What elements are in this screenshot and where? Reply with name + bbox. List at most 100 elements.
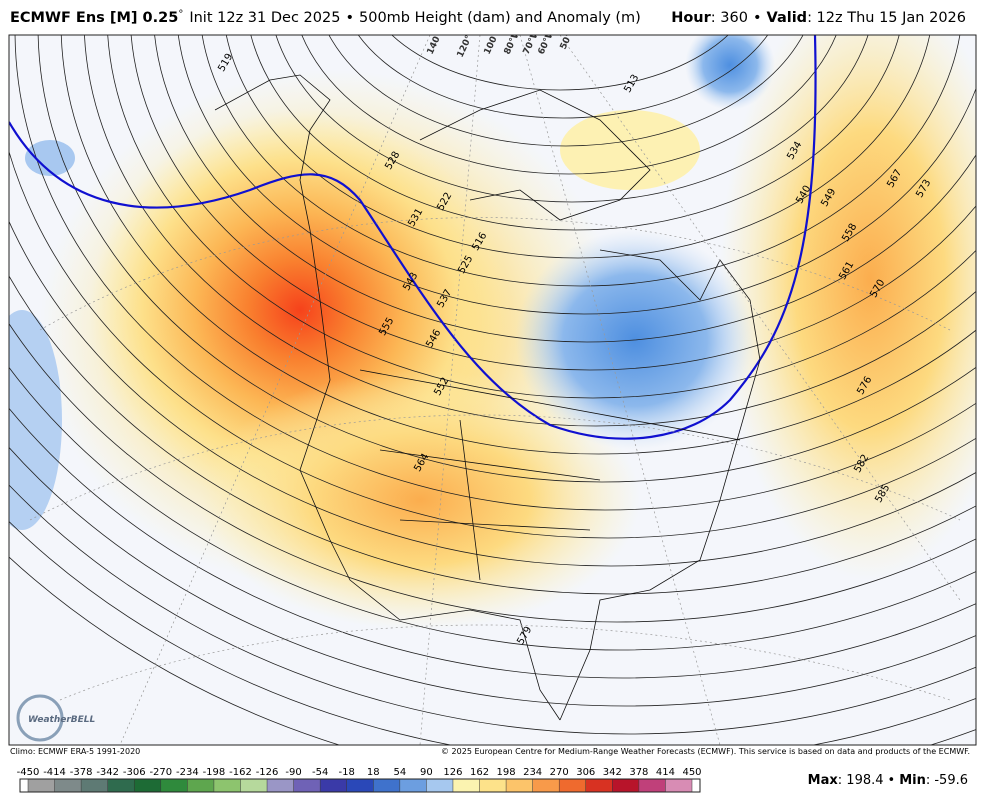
colorbar-tick-label: 54 [393,767,406,778]
colorbar-swatch [506,779,533,792]
contour-line [201,35,961,287]
hour: : 360 [711,10,748,26]
colorbar-tick-label: -450 [17,767,40,778]
contour-line [9,484,976,735]
colon: : [926,773,935,788]
anomaly-cold [9,310,62,530]
colorbar-tick-label: 342 [603,767,622,778]
colorbar-tick-label: -270 [149,767,172,778]
colorbar-swatch [240,779,268,792]
colorbar-tick-label: 90 [420,767,433,778]
colorbar: -450 -414 -378 -342 -306 -270 -234 -198 -162 -126… [17,767,702,793]
colorbar-tick-label: 378 [629,767,648,778]
contour-line [60,35,976,455]
colorbar-tick-label: -234 [176,767,199,778]
colorbar-tick-label: 306 [576,767,595,778]
colorbar-tick-label: 414 [656,767,675,778]
colorbar-swatch [54,779,82,792]
contour-line [107,35,976,399]
contour-line [130,35,976,371]
colorbar-swatch [638,779,666,792]
contour-line [84,35,976,427]
colorbar-swatch [160,779,188,792]
colorbar-swatch [452,779,480,792]
colorbar-tick-label: -90 [285,767,301,778]
colorbar-swatch [213,779,241,792]
max: 198.4 [846,773,883,788]
colorbar-swatch [426,779,453,792]
separator: • [345,10,354,26]
colorbar-tick-label: 198 [497,767,516,778]
colorbar-swatch [134,779,161,792]
degree: ° [178,9,183,20]
min-label: Min [899,773,926,788]
contour-line [301,35,837,175]
logo: WeatherBELL [16,694,96,742]
separator: • [753,10,762,26]
anomaly-warm [720,35,976,580]
colorbar-swatch [187,779,214,792]
height-contours [9,35,976,745]
climo-note: Climo: ECMWF ERA-5 1991-2020 [10,747,140,756]
logo-text: WeatherBELL [28,715,96,725]
colorbar-tick-label: 270 [550,767,569,778]
copyright: © 2025 European Centre for Medium-Range … [441,747,970,756]
graticule [29,35,961,745]
colorbar-swatch [320,779,347,792]
min: -59.6 [934,773,968,788]
colorbar-tick-label: 450 [682,767,701,778]
contour-line [9,149,976,539]
anomaly-cold [685,35,775,110]
colorbar-swatch [559,779,586,792]
separator: • [888,773,896,788]
colorbar-tick-label: -378 [70,767,93,778]
colorbar-tick-label: -198 [203,767,226,778]
hour-label: Hour [671,10,711,26]
contour-line [37,35,976,483]
colorbar-swatch [28,779,55,792]
header: ECMWF Ens [M] 0.25° Init 12z 31 Dec 2025 •… [10,9,966,26]
logo-swirl [16,694,64,742]
contour-line [357,35,769,119]
max-min: Max: 198.4 • Min: -59.6 [808,773,968,788]
colorbar-tick-label: -18 [339,767,355,778]
contour-line [226,35,930,259]
colorbar-tick-label: -342 [96,767,119,778]
colorbar-swatch [81,779,108,792]
colon: : [838,773,847,788]
colorbar-tick-label: -306 [123,767,146,778]
colorbar-swatch [665,779,692,792]
colorbar-swatch [267,779,294,792]
colorbar-swatch [373,779,400,792]
colorbar-frame [19,778,701,793]
contour-line [250,35,900,231]
contour-line [9,274,976,595]
coastlines [214,74,761,721]
contour-line [14,35,976,511]
colorbar-tick-label: 126 [443,767,462,778]
contour-540 [9,35,817,440]
colorbar-tick-label: -414 [43,767,66,778]
colorbar-swatch [107,779,135,792]
colorbar-swatch [585,779,613,792]
model: ECMWF Ens [M] 0.25 [10,10,178,26]
anomaly-cold [25,140,75,176]
contour-line [9,407,976,679]
contour-line [391,35,729,91]
colorbar-tick-label: 18 [367,767,380,778]
colorbar-tick-label: -54 [312,767,328,778]
header-right: Hour: 360 • Valid: 12z Thu 15 Jan 2026 [671,10,966,26]
anomaly-warm [200,370,640,630]
contour-line [9,446,976,707]
contour-line [9,322,976,623]
init: Init 12z 31 Dec 2025 [189,10,340,26]
valid-label: Valid [767,10,808,26]
contour-line [9,366,976,651]
map-frame [8,34,977,746]
colorbar-tick-label: -126 [256,767,279,778]
contour-line [177,35,976,315]
colorbar-swatch [346,779,374,792]
max-label: Max [808,773,839,788]
